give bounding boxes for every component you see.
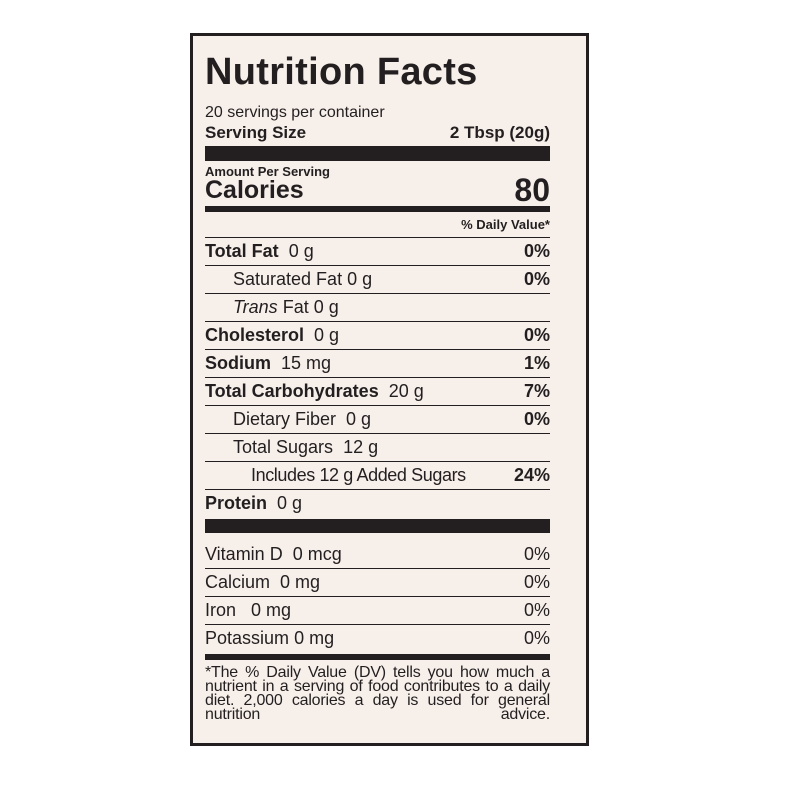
nutrient-amount: 0 g xyxy=(346,409,372,429)
nutrient-name: Saturated Fat xyxy=(233,269,343,289)
nutrient-name: Trans xyxy=(233,297,278,317)
vitamin-name: Vitamin D xyxy=(205,544,283,564)
nutrient-row: Dietary Fiber 0 g 0% xyxy=(205,405,550,433)
nutrient-name: Sodium xyxy=(205,353,271,373)
vitamin-row: Potassium 0 mg 0% xyxy=(205,624,550,652)
nutrient-row: Cholesterol 0 g 0% xyxy=(205,321,550,349)
thick-rule xyxy=(205,519,550,533)
nutrient-row: Total Fat 0 g 0% xyxy=(205,237,550,265)
nutrient-amount: 0 g xyxy=(277,493,303,513)
vitamin-row: Calcium 0 mg 0% xyxy=(205,568,550,596)
nutrient-row: Includes 12 g Added Sugars 24% xyxy=(205,461,550,489)
nutrient-dv: 0% xyxy=(523,241,550,261)
nutrient-amount: 15 mg xyxy=(281,353,332,373)
vitamin-dv: 0% xyxy=(523,544,550,564)
nutrient-name: Total Carbohydrates xyxy=(205,381,379,401)
footnote: *The % Daily Value (DV) tells you how mu… xyxy=(205,664,550,723)
nutrient-amount: 12 g xyxy=(343,437,379,457)
medium-rule xyxy=(205,206,550,212)
servings: 20 servings per container xyxy=(205,104,385,121)
nutrient-amount: 0 g xyxy=(314,325,340,345)
calories-label: Calories xyxy=(205,175,304,204)
vitamin-amount: 0 mg xyxy=(251,600,292,620)
vitamin-row: Vitamin D 0 mcg 0% xyxy=(205,541,550,568)
title: Nutrition Facts xyxy=(205,51,478,93)
calories-row: Calories 80 xyxy=(205,172,550,208)
nutrient-name: Cholesterol xyxy=(205,325,305,345)
nutrient-dv: 1% xyxy=(523,353,550,373)
nutrition-label: Nutrition Facts 20 servings per containe… xyxy=(190,33,589,746)
vitamin-amount: 0 mcg xyxy=(292,544,342,564)
vitamin-dv: 0% xyxy=(523,572,550,592)
vitamin-amount: 0 mg xyxy=(280,572,321,592)
vitamin-name: Calcium xyxy=(205,572,271,592)
vitamin-name: Potassium xyxy=(205,628,290,648)
medium-rule xyxy=(205,654,550,660)
nutrient-name: Protein xyxy=(205,493,268,513)
serving-size-value: 2 Tbsp (20g) xyxy=(449,122,550,142)
nutrient-dv: 0% xyxy=(523,409,550,429)
daily-value-header-text: % Daily Value* xyxy=(461,217,550,232)
nutrient-row: Total Sugars 12 g xyxy=(205,433,550,461)
nutrient-name: Total Fat xyxy=(205,241,279,261)
label-inner: Nutrition Facts 20 servings per containe… xyxy=(205,36,550,723)
nutrient-amount: 0 g xyxy=(347,269,373,289)
nutrient-dv: 7% xyxy=(523,381,550,401)
nutrient-row: Sodium 15 mg 1% xyxy=(205,349,550,377)
nutrient-name: Dietary Fiber xyxy=(233,409,337,429)
serving-size-label: Serving Size xyxy=(205,122,307,142)
daily-value-header: % Daily Value* xyxy=(205,212,550,237)
nutrient-name: Total Sugars xyxy=(233,437,334,457)
nutrient-amount: 20 g xyxy=(388,381,424,401)
nutrient-row: Saturated Fat 0 g 0% xyxy=(205,265,550,293)
nutrient-row: Protein 0 g xyxy=(205,489,550,517)
nutrient-row: Total Carbohydrates 20 g 7% xyxy=(205,377,550,405)
nutrient-row: Trans Fat 0 g xyxy=(205,293,550,321)
nutrient-name: Includes 12 g Added Sugars xyxy=(251,465,466,485)
nutrient-amount: 0 g xyxy=(288,241,314,261)
vitamin-name: Iron xyxy=(205,600,237,620)
nutrient-name-rest: Fat xyxy=(282,297,309,317)
vitamin-row: Iron 0 mg 0% xyxy=(205,596,550,624)
thick-rule xyxy=(205,146,550,161)
serving-size-row: Serving Size 2 Tbsp (20g) xyxy=(205,122,550,143)
nutrient-dv: 0% xyxy=(523,325,550,345)
nutrient-dv: 24% xyxy=(513,465,550,485)
calories-value: 80 xyxy=(514,171,550,208)
nutrient-amount: 0 g xyxy=(313,297,339,317)
nutrient-dv: 0% xyxy=(523,269,550,289)
vitamin-dv: 0% xyxy=(523,600,550,620)
amount-per-serving: Amount Per Serving xyxy=(205,164,330,179)
vitamin-dv: 0% xyxy=(523,628,550,648)
vitamin-amount: 0 mg xyxy=(294,628,335,648)
